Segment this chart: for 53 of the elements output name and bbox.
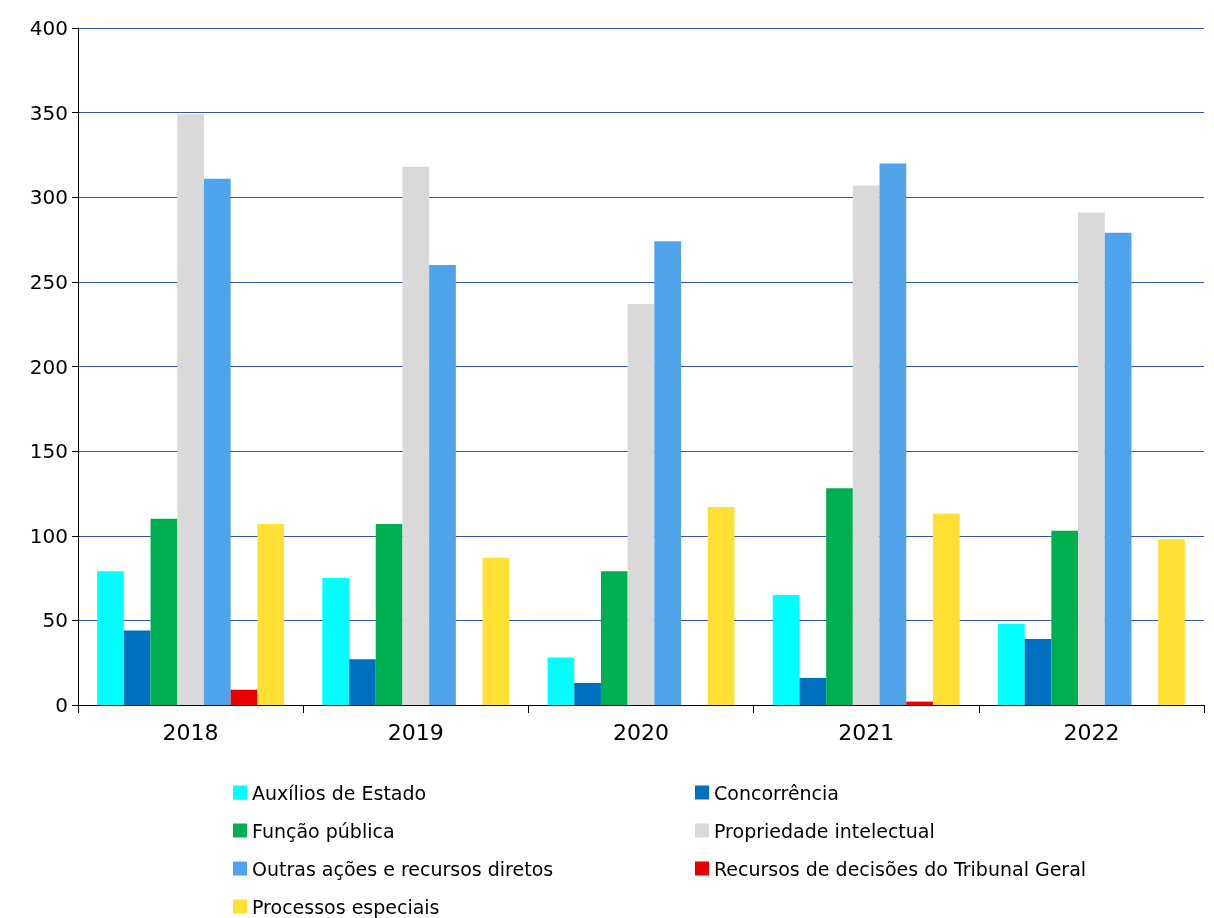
y-tick-label: 400 [29, 16, 68, 40]
bar [150, 518, 178, 705]
bar [826, 488, 853, 705]
bar [574, 683, 601, 705]
bar [429, 264, 456, 705]
bar [203, 178, 231, 705]
bar [1158, 539, 1185, 705]
bar [852, 185, 880, 705]
y-tick-label: 200 [29, 354, 68, 379]
bar [375, 523, 403, 705]
bar [1078, 212, 1105, 705]
y-tick-label: 300 [29, 185, 68, 210]
bar [97, 571, 124, 705]
y-tick-label: 350 [29, 100, 68, 125]
bar [1024, 638, 1052, 705]
x-tick-label: 2021 [838, 719, 895, 745]
legend-label: Auxílios de Estado [252, 781, 427, 804]
legend-label: Concorrência [714, 781, 839, 804]
y-tick-label: 50 [42, 608, 68, 633]
bar [230, 689, 258, 705]
bar [932, 513, 960, 705]
bar [1051, 530, 1079, 705]
bar [879, 163, 907, 705]
bar [906, 701, 933, 705]
bar [123, 630, 151, 705]
bar [349, 659, 376, 705]
legend-label: Função pública [252, 819, 395, 842]
bar [600, 571, 628, 705]
bar [402, 166, 430, 705]
bar [772, 594, 800, 705]
x-tick-label: 2018 [162, 719, 219, 745]
bar [482, 557, 510, 705]
legend-label: Recursos de decisões do Tribunal Geral [714, 857, 1087, 880]
bar [997, 623, 1025, 705]
y-tick-label: 0 [55, 693, 68, 717]
bar [257, 523, 285, 705]
x-tick-label: 2019 [387, 719, 444, 745]
legend-label: Processos especiais [252, 895, 440, 918]
legend-label: Outras ações e recursos diretos [252, 857, 554, 880]
y-tick-label: 150 [29, 439, 68, 464]
bar [654, 241, 682, 705]
y-tick-label: 250 [29, 269, 68, 294]
bar [799, 677, 827, 705]
y-tick-label: 100 [29, 523, 68, 548]
bar [627, 303, 655, 705]
bar [1104, 232, 1132, 705]
bar [177, 114, 204, 705]
bar [322, 578, 350, 705]
bar [707, 506, 735, 705]
legend-label: Propriedade intelectual [714, 819, 935, 842]
bar [547, 657, 575, 705]
x-tick-label: 2020 [613, 719, 669, 745]
x-tick-label: 2022 [1063, 719, 1120, 745]
